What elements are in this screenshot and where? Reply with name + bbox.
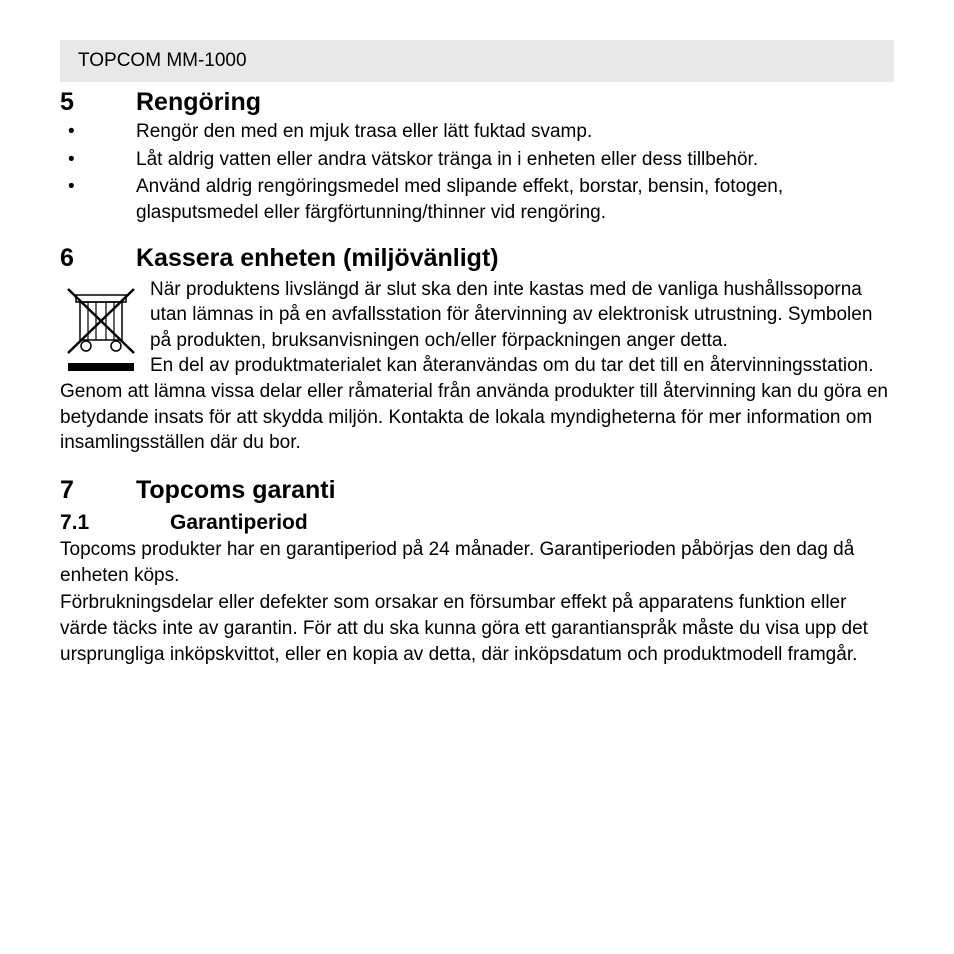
section-7-1-para-2: Förbrukningsdelar eller defekter som ors… — [60, 590, 894, 667]
section-6-heading: 6 Kassera enheten (miljövänligt) — [60, 244, 894, 273]
bullet-dot-icon: • — [60, 174, 136, 225]
list-item: • Låt aldrig vatten eller andra vätskor … — [60, 147, 894, 173]
section-7-title: Topcoms garanti — [136, 476, 336, 505]
product-name: TOPCOM MM-1000 — [78, 50, 247, 71]
section-5-bullets: • Rengör den med en mjuk trasa eller lät… — [60, 119, 894, 226]
section-7-heading: 7 Topcoms garanti — [60, 476, 894, 505]
section-7-1-title: Garantiperiod — [170, 511, 308, 535]
bullet-dot-icon: • — [60, 147, 136, 173]
section-5-heading: 5 Rengöring — [60, 88, 894, 117]
bullet-text: Rengör den med en mjuk trasa eller lätt … — [136, 119, 894, 145]
list-item: • Använd aldrig rengöringsmedel med slip… — [60, 174, 894, 225]
section-6-number: 6 — [60, 244, 136, 273]
document-page: TOPCOM MM-1000 5 Rengöring • Rengör den … — [0, 0, 954, 709]
bullet-text: Låt aldrig vatten eller andra vätskor tr… — [136, 147, 894, 173]
section-7-number: 7 — [60, 476, 136, 505]
section-6-body: När produktens livslängd är slut ska den… — [60, 277, 894, 456]
section-7-1-para-1: Topcoms produkter har en garantiperiod p… — [60, 537, 894, 588]
section-7-1-heading: 7.1 Garantiperiod — [60, 511, 894, 535]
section-6-title: Kassera enheten (miljövänligt) — [136, 244, 499, 273]
section-7-1-number: 7.1 — [60, 511, 170, 535]
section-5-title: Rengöring — [136, 88, 261, 117]
list-item: • Rengör den med en mjuk trasa eller lät… — [60, 119, 894, 145]
section-6-body-text: När produktens livslängd är slut ska den… — [60, 279, 888, 454]
section-5-number: 5 — [60, 88, 136, 117]
bullet-text: Använd aldrig rengöringsmedel med slipan… — [136, 174, 894, 225]
section-6-body-block: När produktens livslängd är slut ska den… — [60, 277, 894, 458]
weee-bin-icon — [60, 277, 142, 377]
product-header-bar: TOPCOM MM-1000 — [60, 40, 894, 82]
bullet-dot-icon: • — [60, 119, 136, 145]
